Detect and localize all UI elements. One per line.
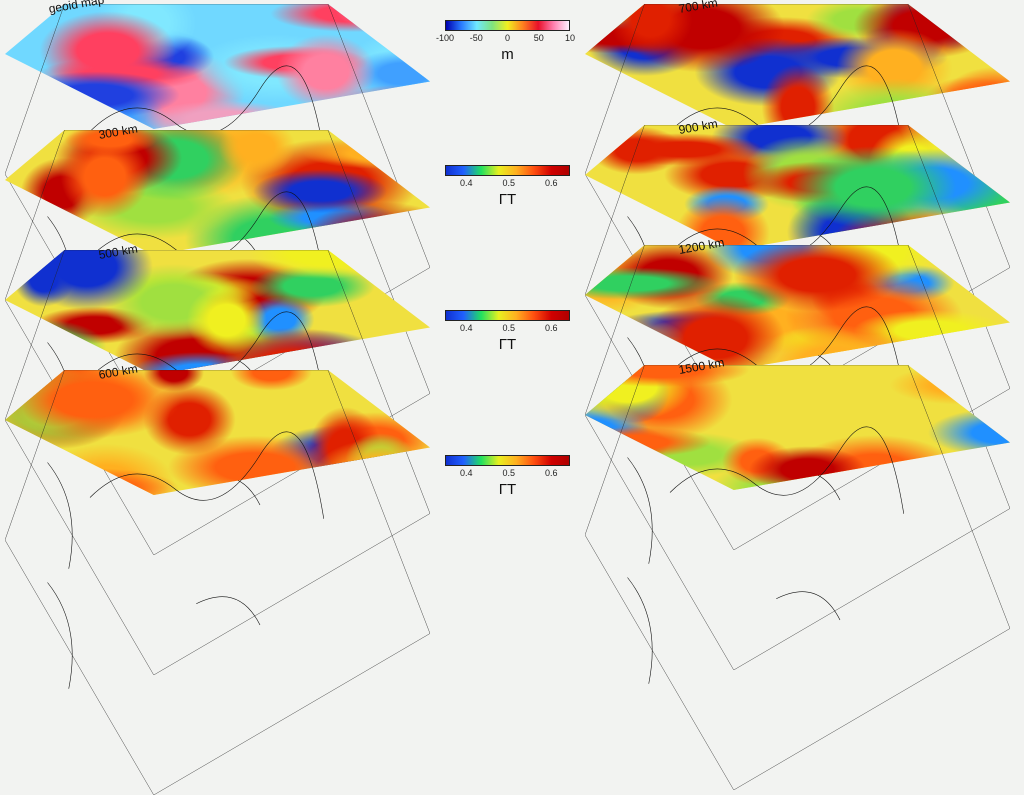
colorbar-gradient xyxy=(445,455,570,466)
map-panel: geoid map xyxy=(5,0,430,129)
colorbar-tick: 0 xyxy=(504,33,511,43)
colorbar-tick: 0.6 xyxy=(544,323,558,333)
colorbar-tick: 0.4 xyxy=(459,323,473,333)
colorbar-gradient xyxy=(445,20,570,31)
colorbar-gradient xyxy=(445,310,570,321)
colorbar: 0.4 0.5 0.6 ΓT xyxy=(445,165,570,208)
colorbar-unit: ΓT xyxy=(498,336,517,353)
map-panel: 1200 km xyxy=(585,235,1010,370)
map-border xyxy=(585,365,1010,790)
colorbar-tick: 0.5 xyxy=(502,468,516,478)
colorbar-unit: ΓT xyxy=(498,191,517,208)
colorbar-unit: m xyxy=(501,46,514,63)
map-panel: 700 km xyxy=(585,0,1010,129)
colorbar: -100 -50 0 50 10 m xyxy=(436,20,575,63)
colorbar: 0.4 0.5 0.6 ΓT xyxy=(445,310,570,353)
colorbar-tick: 0.6 xyxy=(544,178,558,188)
map-panel: 1500 km xyxy=(585,355,1010,490)
colorbar-unit: ΓT xyxy=(498,481,517,498)
map-panel: 300 km xyxy=(5,121,430,255)
colorbar-tick: 0.5 xyxy=(502,323,516,333)
colorbar-tick: 0.4 xyxy=(459,468,473,478)
colorbar-tick: -100 xyxy=(435,33,455,43)
colorbar-gradient xyxy=(445,165,570,176)
map-panel: 600 km xyxy=(5,361,430,495)
colorbar-tick: 50 xyxy=(533,33,544,43)
map-panel: 500 km xyxy=(5,241,430,375)
map-border xyxy=(5,370,430,795)
colorbar-tick: -50 xyxy=(469,33,483,43)
colorbar-tick: 0.4 xyxy=(459,178,473,188)
colorbar-tick: 10 xyxy=(564,33,576,43)
colorbar: 0.4 0.5 0.6 ΓT xyxy=(445,455,570,498)
map-panel: 900 km xyxy=(585,116,1010,250)
colorbar-tick: 0.6 xyxy=(544,468,558,478)
colorbar-tick: 0.5 xyxy=(502,178,516,188)
